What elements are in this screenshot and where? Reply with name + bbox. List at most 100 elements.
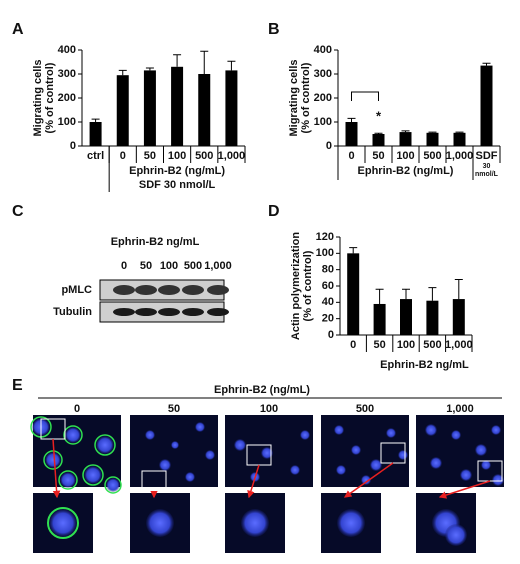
nucleus [386,428,396,438]
bar [372,134,385,146]
x-tick-label: 1,000 [446,150,474,162]
error-bar [347,117,356,122]
x-tick-label: 500 [423,339,441,351]
y-tick-label: 100 [58,116,76,128]
annotation: 30 [483,163,491,170]
y-tick-label: 400 [58,44,76,56]
lane-label: 500 [184,260,202,272]
nucleus [430,457,442,469]
nucleus [491,425,501,435]
x-tick-label: 50 [372,150,384,162]
x-tick-label: 0 [350,339,356,351]
nucleus [145,430,155,440]
band [158,308,180,316]
bar [345,122,358,146]
nucleus [398,450,408,460]
nucleus [261,447,273,459]
error-bar [200,50,209,74]
nucleus [370,459,382,471]
y-tick-label: 0 [328,329,334,341]
bar [198,74,211,146]
error-bar [173,54,182,67]
nucleus [460,469,472,481]
x-tick-label: 0 [120,150,126,162]
nucleus [171,441,179,449]
x-tick-label: SDF [476,150,498,162]
micrograph-label: 50 [168,403,180,415]
y-tick-label: 200 [314,92,332,104]
nucleus [96,436,114,454]
bar [480,65,493,146]
error-bar [455,131,464,133]
row-label: Tubulin [53,306,92,318]
band [113,285,135,295]
x-tick-label: 100 [396,150,414,162]
x-tick-label: ctrl [87,150,104,162]
y-tick-label: 0 [326,140,332,152]
error-bar [118,69,127,76]
nucleus [361,475,371,485]
nucleus [336,465,346,475]
error-bar [454,278,463,300]
bar [171,66,184,146]
band [182,308,204,316]
error-bar [375,288,384,304]
y-tick-label: 400 [314,44,332,56]
bar [400,299,412,335]
y-tick-label: 20 [322,313,334,325]
band [158,285,180,295]
nucleus [185,472,195,482]
error-bar [428,287,437,301]
x-axis-label: SDF 30 nmol/L [139,179,216,191]
nucleus [234,439,246,451]
micrograph-label: 100 [260,403,278,415]
panel-letter: E [12,377,23,394]
actin [63,425,83,445]
nucleus [351,445,361,455]
nucleus [475,444,487,456]
nucleus [492,474,504,486]
micrograph-label: 500 [356,403,374,415]
lane-label: 1,000 [204,260,232,272]
error-bar [91,118,100,122]
actin [82,464,104,486]
annotation: * [376,108,382,123]
y-tick-label: 100 [314,116,332,128]
annotation: nmol/L [475,171,499,178]
panel-letter: D [268,203,280,220]
bar [225,70,238,146]
error-bar [349,247,358,254]
nucleus [451,430,461,440]
band [207,308,229,316]
micrograph-label: 1,000 [446,403,474,415]
y-tick-label: 60 [322,280,334,292]
y-tick-label: 80 [322,264,334,276]
band [182,285,204,295]
error-bar [227,60,236,71]
band [113,308,135,316]
actin [43,450,63,470]
x-axis-label: Ephrin-B2 ng/mL [380,359,469,371]
nucleus [205,450,215,460]
nucleus [334,425,344,435]
actin [104,476,122,494]
band [135,308,157,316]
row-label: pMLC [61,284,92,296]
nucleus [60,472,76,488]
bar [399,132,412,146]
y-axis-label: Migrating cells [32,59,44,136]
y-tick-label: 100 [316,247,334,259]
nucleus [195,422,205,432]
nucleus [445,524,467,546]
nucleus [146,509,174,537]
error-bar [482,62,491,66]
error-bar [428,131,437,133]
bar [453,132,466,146]
bar [116,75,129,146]
band [207,285,229,295]
bar [426,300,439,335]
nucleus [45,452,61,468]
micrograph-label: 0 [74,403,80,415]
x-tick-label: 500 [195,150,213,162]
y-tick-label: 300 [314,68,332,80]
